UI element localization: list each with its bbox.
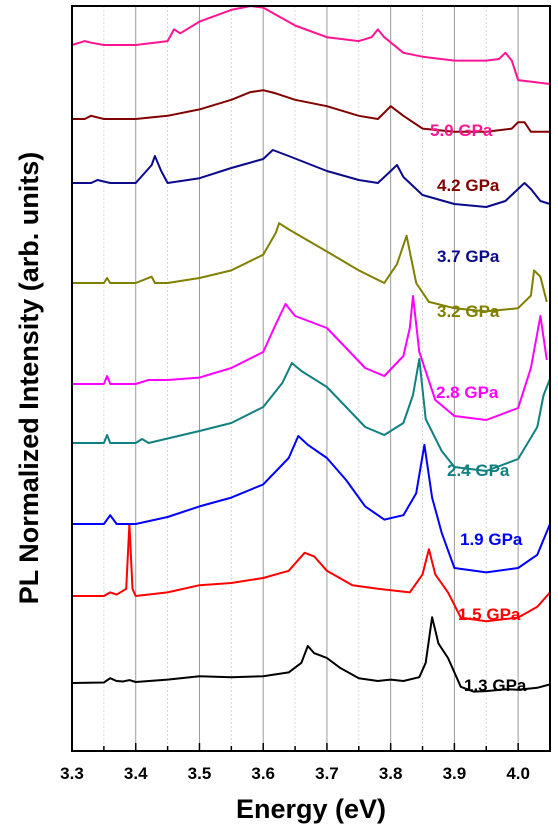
x-tick-label: 3.5 <box>188 764 212 783</box>
series-label: 1.9 GPa <box>460 530 523 549</box>
series-label: 3.2 GPa <box>437 302 500 321</box>
series-line-3-7-gpa <box>72 149 551 208</box>
series-line-1-9-gpa <box>72 435 551 574</box>
x-tick-label: 3.4 <box>124 764 148 783</box>
series-line-1-5-gpa <box>72 523 551 623</box>
series-label: 2.4 GPa <box>447 461 510 480</box>
series-labels: 1.3 GPa 1.5 GPa 1.9 GPa 2.4 GPa 2.8 GPa 3.2 G… <box>430 121 527 695</box>
y-axis-title: PL Normalized Intensity (arb. units) <box>14 152 44 605</box>
series-line-4-2-gpa <box>72 89 550 133</box>
series-label: 5.0 GPa <box>430 121 493 140</box>
series-label: 1.3 GPa <box>464 676 527 695</box>
series-label: 2.8 GPa <box>436 383 499 402</box>
x-tick-label: 3.7 <box>315 764 339 783</box>
series-line-3-2-gpa <box>72 222 548 313</box>
x-axis-tick-labels: 3.3 3.4 3.5 3.6 3.7 3.8 3.9 4.0 <box>60 764 530 783</box>
series-line-2-8-gpa <box>72 295 548 421</box>
x-axis-ticks <box>71 743 551 751</box>
series-label: 1.5 GPa <box>458 605 521 624</box>
x-tick-label: 3.6 <box>251 764 275 783</box>
x-tick-label: 3.8 <box>379 764 403 783</box>
plot-frame <box>71 5 551 752</box>
x-tick-label: 3.9 <box>443 764 467 783</box>
series-line-1-3-gpa <box>71 616 551 693</box>
series-line-2-4-gpa <box>72 358 551 472</box>
x-tick-label: 3.3 <box>60 764 84 783</box>
x-axis-title: Energy (eV) <box>236 794 386 824</box>
spectra-lines <box>71 5 551 693</box>
series-line-5-0-gpa <box>71 5 551 85</box>
series-label: 4.2 GPa <box>437 176 500 195</box>
x-tick-label: 4.0 <box>506 764 530 783</box>
series-label: 3.7 GPa <box>437 247 500 266</box>
